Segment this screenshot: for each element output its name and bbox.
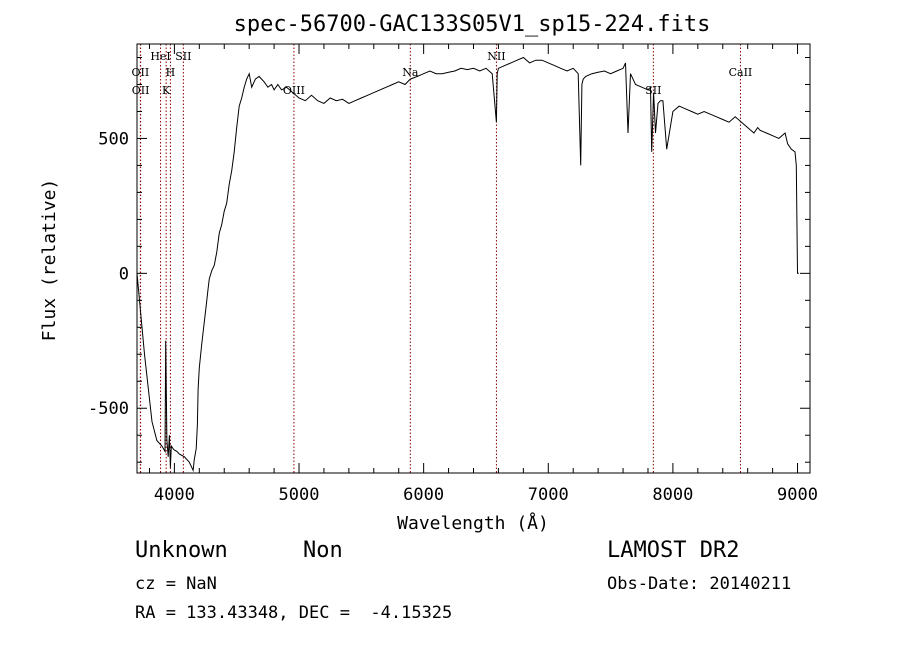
obs-date-label: Obs-Date: 20140211 [607, 574, 792, 594]
x-tick-label: 9000 [777, 485, 818, 505]
class-label: Unknown [135, 538, 228, 563]
radec-label: RA = 133.43348, DEC = -4.15325 [135, 603, 453, 623]
x-tick-label: 7000 [528, 485, 569, 505]
x-tick-label: 8000 [652, 485, 693, 505]
cz-label: cz = NaN [135, 574, 217, 594]
marker-label: CaII [729, 66, 753, 79]
spectrum-line [136, 56, 799, 473]
marker-label: Na [402, 66, 419, 79]
y-tick-label: -500 [88, 399, 129, 419]
marker-label: K [162, 84, 171, 97]
survey-label: LAMOST DR2 [607, 538, 740, 563]
marker-label: OIII [283, 84, 305, 97]
subclass-label: Non [303, 538, 343, 563]
y-tick-label: 500 [98, 129, 129, 149]
x-tick-label: 6000 [403, 485, 444, 505]
marker-label: HeI [150, 50, 170, 63]
axis-ticks-layer: 4000 5000 6000 7000 8000 9000 -500 0 500 [88, 44, 818, 505]
marker-label: OII [132, 84, 150, 97]
y-tick-label: 0 [119, 264, 129, 284]
x-tick-label: 4000 [154, 485, 195, 505]
x-tick-label: 5000 [279, 485, 320, 505]
marker-label: H [166, 66, 176, 79]
marker-label: SII [175, 50, 191, 63]
marker-label: NII [487, 50, 505, 63]
chart-title: spec-56700-GAC133S05V1_sp15-224.fits [234, 12, 711, 37]
plot-frame [136, 43, 811, 474]
marker-label: SII [645, 84, 661, 97]
y-axis-label: Flux (relative) [39, 179, 60, 342]
x-axis-label: Wavelength (Å) [397, 512, 549, 534]
spectrum-layer [136, 56, 799, 473]
